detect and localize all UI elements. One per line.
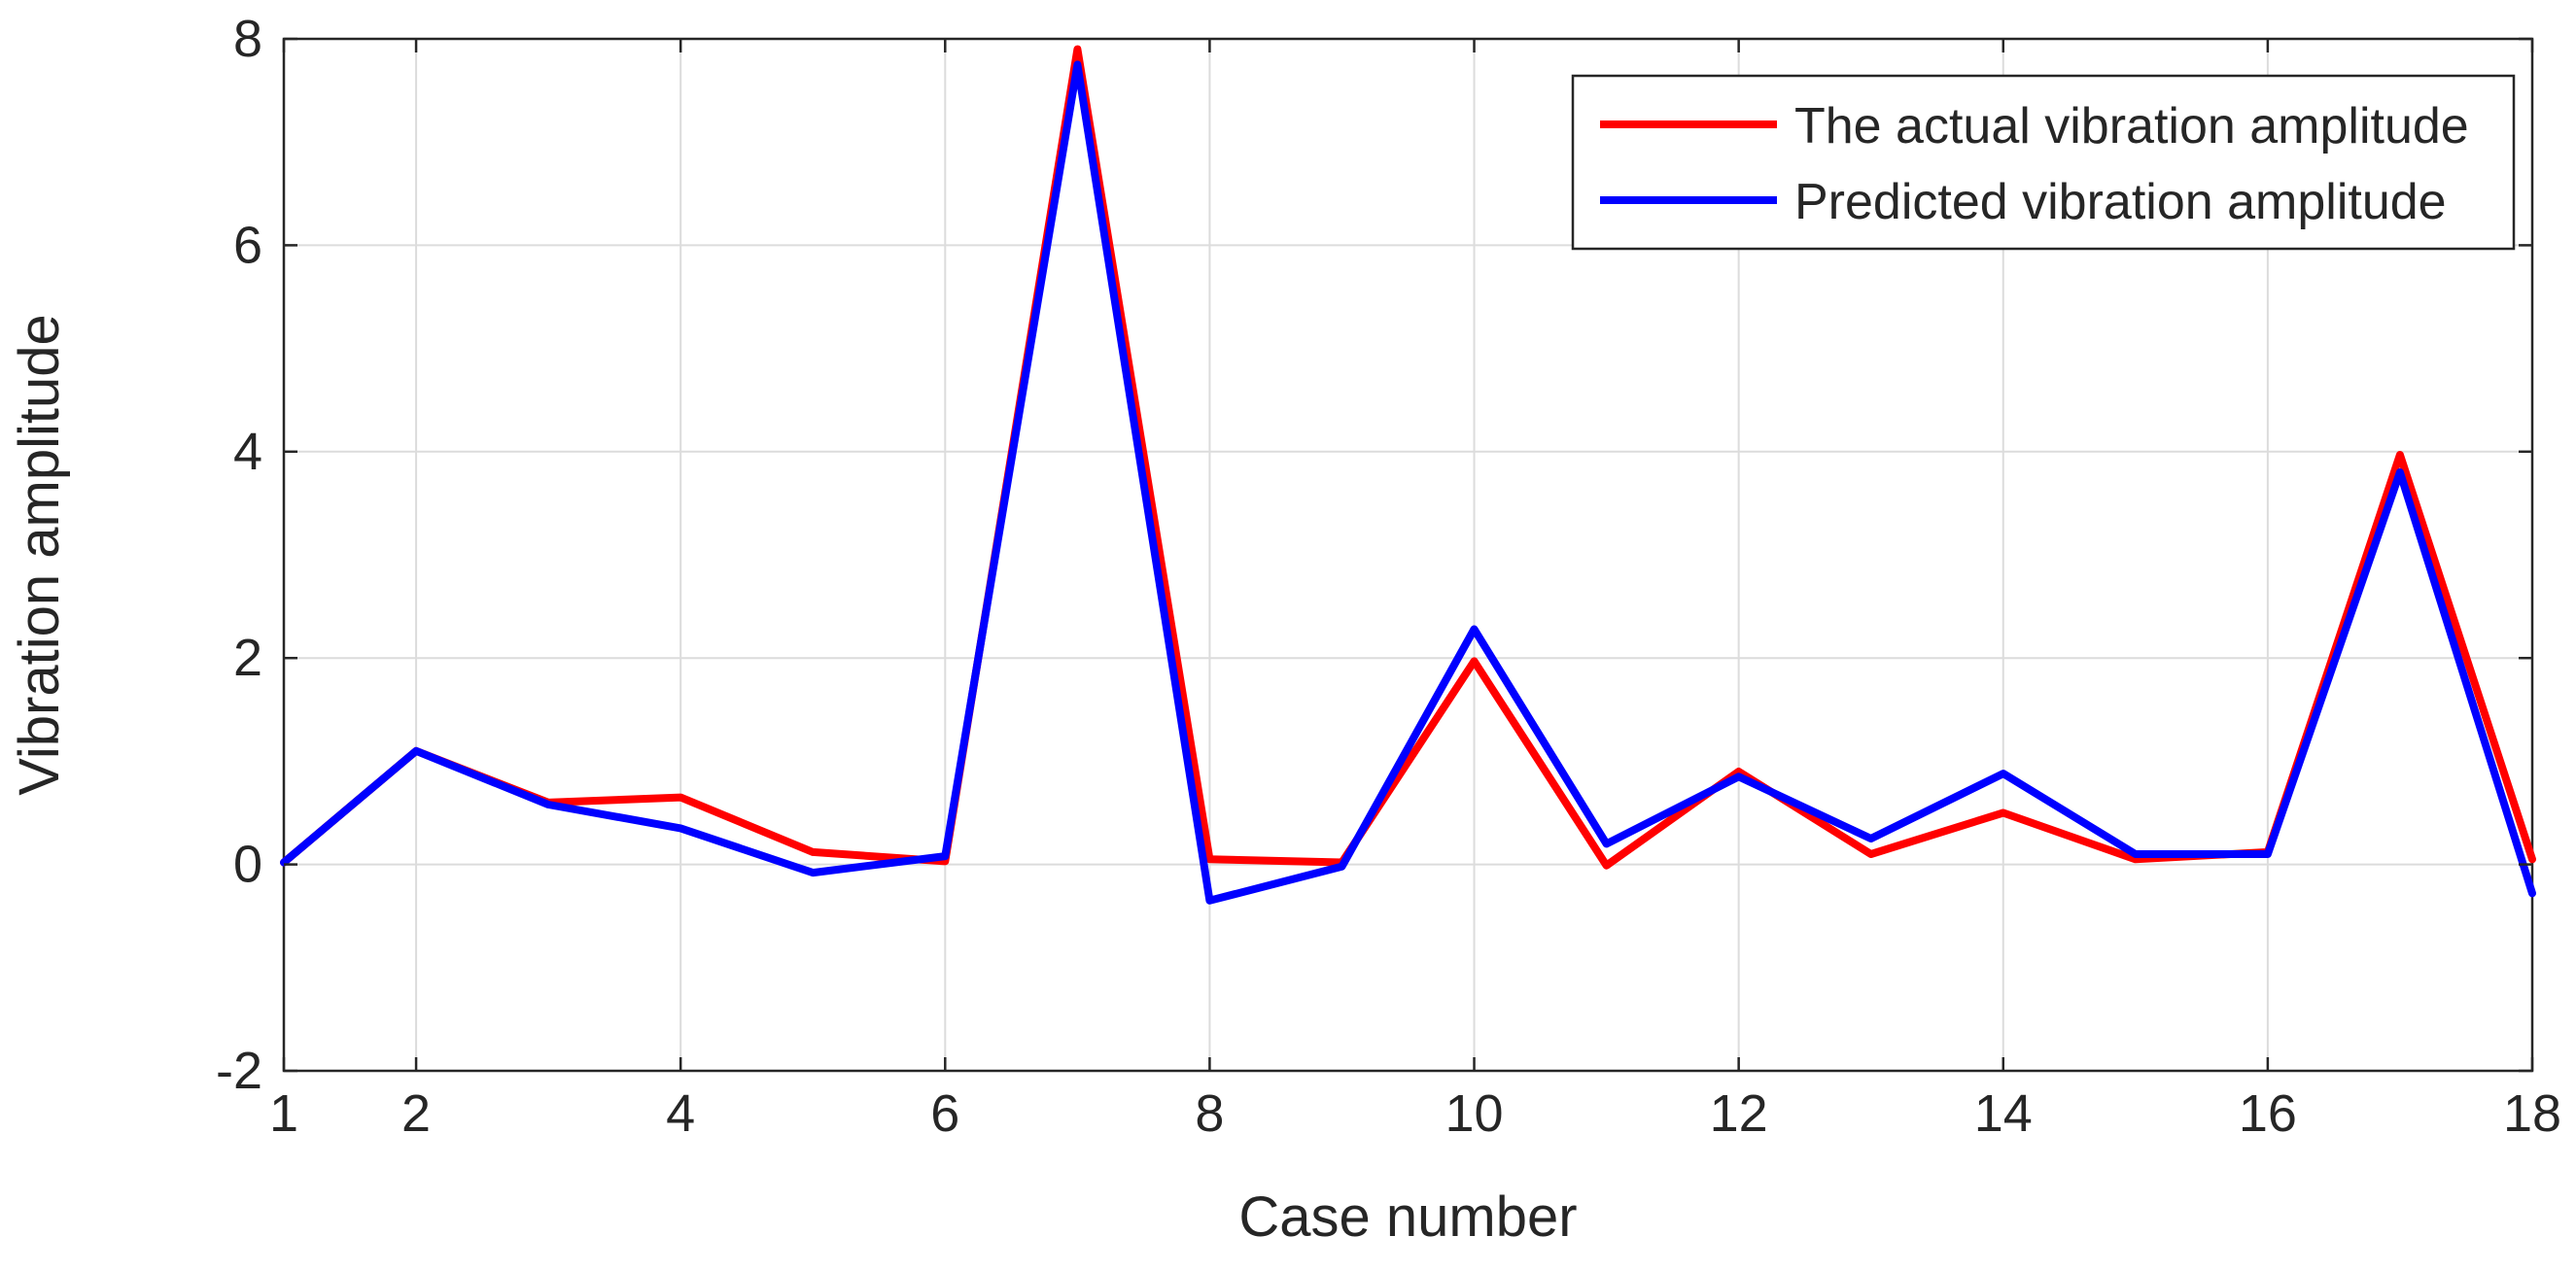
y-tick-label: 6 [233,216,262,274]
x-tick-label: 16 [2239,1084,2297,1143]
x-tick-label: 1 [269,1084,298,1143]
x-tick-label: 12 [1710,1084,1768,1143]
series-layer [280,45,2536,905]
plot-frame [282,37,2534,1073]
series-line-predicted [280,60,2536,905]
x-tick-label: 8 [1195,1084,1224,1143]
y-axis-label: Vibration amplitude [8,314,71,795]
legend-box [1571,74,2516,251]
legend-label: Predicted vibration amplitude [1794,174,2447,230]
series-line-actual [280,45,2536,870]
y-tick-label: 4 [233,423,262,481]
x-axis-label: Case number [1238,1185,1577,1249]
legend: The actual vibration amplitude Predicted … [1571,74,2516,251]
x-tick-label: 2 [401,1084,431,1143]
x-tick-label: 18 [2503,1084,2561,1143]
y-tick-label: 2 [233,629,262,687]
y-tick-label: 8 [233,10,262,68]
x-tick-label: 6 [930,1084,959,1143]
x-tick-label: 14 [1974,1084,2033,1143]
legend-label: The actual vibration amplitude [1794,98,2469,155]
x-tick-label: 10 [1445,1084,1503,1143]
y-tick-label: -2 [216,1042,262,1100]
y-tick-label: 0 [233,836,262,894]
x-tick-label: 4 [666,1084,695,1143]
